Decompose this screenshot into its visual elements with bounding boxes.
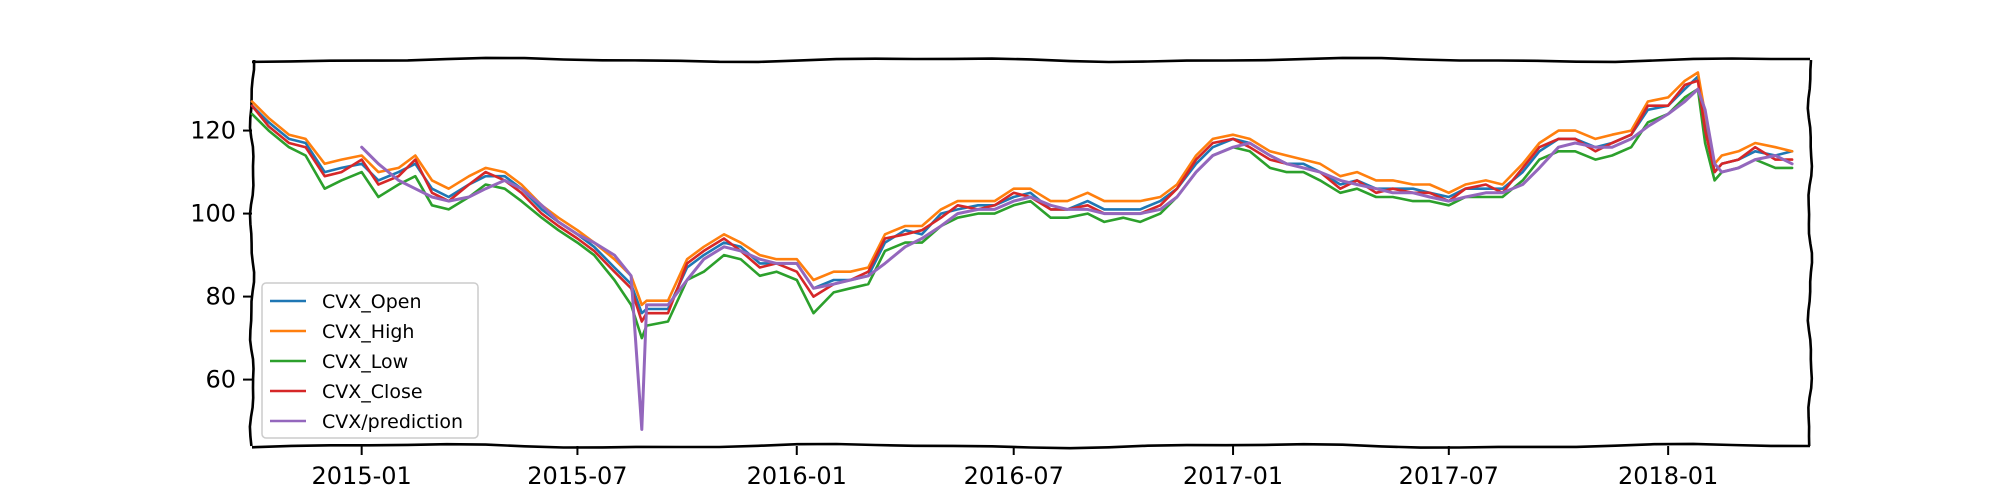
y-tick-label: 100 <box>190 200 236 228</box>
plot-frame <box>248 56 1814 450</box>
series-line-5 <box>360 87 1794 431</box>
x-tick-label: 2016-07 <box>964 462 1064 490</box>
x-axis: 2015-01 2015-07 2016-01 2016-07 2017-01 2017-… <box>312 446 1718 490</box>
legend: CVX_Open CVX_High CVX_Low CVX_Close CVX/pred… <box>261 282 479 439</box>
legend-label: CVX/prediction <box>322 411 463 433</box>
legend-label: CVX_High <box>322 321 414 343</box>
y-tick-label: 120 <box>190 117 236 145</box>
legend-label: CVX_Low <box>322 351 408 373</box>
series-line-3 <box>250 87 1794 340</box>
y-tick-label: 60 <box>205 366 236 394</box>
x-tick-label: 2018-01 <box>1618 462 1718 490</box>
x-tick-label: 2017-01 <box>1183 462 1283 490</box>
legend-box <box>261 282 479 439</box>
x-tick-label: 2017-07 <box>1399 462 1499 490</box>
x-tick-label: 2015-07 <box>527 462 627 490</box>
legend-label: CVX_Close <box>322 381 423 403</box>
plot-area <box>248 56 1814 450</box>
series-line-4 <box>250 79 1794 323</box>
x-tick-label: 2015-01 <box>312 462 412 490</box>
series-layer <box>250 71 1794 431</box>
legend-label: CVX_Open <box>322 291 422 313</box>
y-tick-label: 80 <box>205 283 236 311</box>
x-tick-label: 2016-01 <box>747 462 847 490</box>
series-line-2 <box>250 71 1794 307</box>
y-axis: 60 80 100 120 <box>190 117 252 394</box>
